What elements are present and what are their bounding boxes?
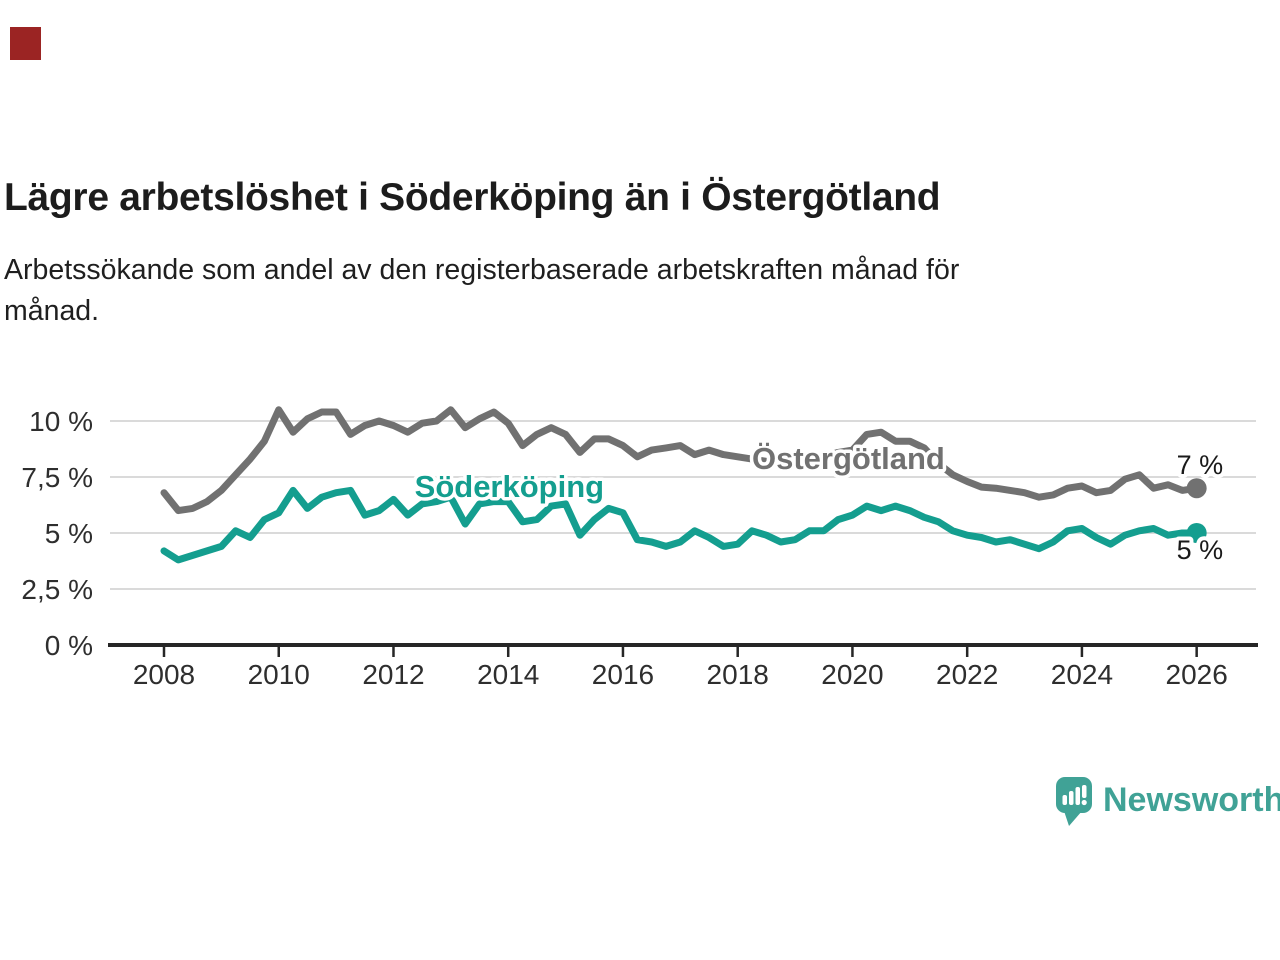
x-axis-label: 2020 — [821, 659, 883, 690]
logo-bubble-tail — [1064, 811, 1082, 826]
series-label-Söderköping: Söderköping — [415, 469, 604, 504]
x-axis-label: 2016 — [592, 659, 654, 690]
newsworthy-logo-icon — [1056, 777, 1092, 826]
y-axis-label: 0 % — [45, 630, 93, 661]
subtitle-line-2: månad. — [4, 295, 100, 327]
series-end-dot-Söderköping — [1186, 523, 1207, 543]
logo-exclamation-bar — [1082, 785, 1087, 798]
logo-bubble — [1056, 777, 1092, 813]
logo-bar-3 — [1075, 787, 1080, 805]
x-axis-label: 2012 — [362, 659, 424, 690]
series-end-dot-Östergötland — [1186, 478, 1207, 499]
x-axis-label: 2024 — [1051, 659, 1113, 690]
series-label-Östergötland: Östergötland — [752, 441, 945, 476]
x-axis-label: 2022 — [936, 659, 998, 690]
logo-bar-1 — [1062, 795, 1067, 805]
y-axis-label: 2,5 % — [21, 574, 93, 605]
x-axis-label: 2026 — [1166, 659, 1228, 690]
x-axis-label: 2014 — [477, 659, 539, 690]
x-axis-label: 2008 — [133, 659, 195, 690]
y-axis-label: 5 % — [45, 518, 93, 549]
x-axis-label: 2018 — [707, 659, 769, 690]
series-end-value-Östergötland: 7 % — [1177, 450, 1224, 480]
y-axis-label: 7,5 % — [21, 462, 93, 493]
red-marker — [10, 27, 41, 60]
page-subtitle: Arbetssökande som andel av den registerb… — [4, 250, 1224, 332]
page-title: Lägre arbetslöshet i Söderköping än i Ös… — [4, 176, 941, 220]
y-axis-label: 10 % — [29, 406, 93, 437]
x-axis-label: 2010 — [248, 659, 310, 690]
logo-bar-2 — [1069, 791, 1074, 805]
series-end-value-Söderköping: 5 % — [1177, 535, 1224, 565]
subtitle-line-1: Arbetssökande som andel av den registerb… — [4, 254, 960, 286]
newsworthy-logo-text: Newsworthy — [1103, 781, 1280, 819]
series-line-Söderköping — [160, 486, 1201, 564]
logo-exclamation-dot — [1081, 799, 1087, 806]
series-line-Östergötland — [160, 406, 1201, 515]
